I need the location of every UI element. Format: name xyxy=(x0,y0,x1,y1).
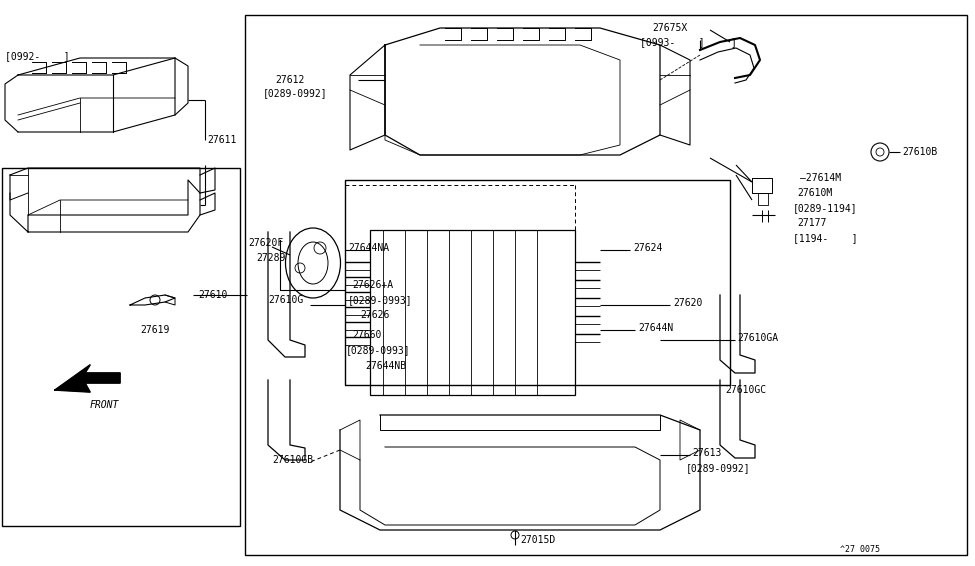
Text: [0289-0992]: [0289-0992] xyxy=(263,88,328,98)
Text: 27644N: 27644N xyxy=(638,323,674,333)
Text: 27644NB: 27644NB xyxy=(365,361,407,371)
Bar xyxy=(245,15,967,555)
Text: 27610GC: 27610GC xyxy=(725,385,766,395)
Text: 27619: 27619 xyxy=(140,325,170,335)
Text: 27624: 27624 xyxy=(633,243,662,253)
Text: 27620: 27620 xyxy=(673,298,702,308)
Text: [0289-0992]: [0289-0992] xyxy=(686,463,751,473)
Text: 27015D: 27015D xyxy=(520,535,555,545)
Text: 27626+A: 27626+A xyxy=(352,280,393,290)
Text: 27611: 27611 xyxy=(207,135,236,145)
Text: [0289-0993]: [0289-0993] xyxy=(346,345,410,355)
Text: 27626: 27626 xyxy=(360,310,389,320)
Text: [0993-    ]: [0993- ] xyxy=(640,37,705,47)
Text: 27610M: 27610M xyxy=(797,188,833,198)
Bar xyxy=(370,230,575,395)
Text: 27610: 27610 xyxy=(198,290,227,300)
Text: FRONT: FRONT xyxy=(90,400,119,410)
Text: [0289-0993]: [0289-0993] xyxy=(348,295,412,305)
Text: 27177: 27177 xyxy=(797,218,827,228)
Text: ]: ] xyxy=(730,37,736,47)
Text: ^27 0075: ^27 0075 xyxy=(840,546,880,555)
Polygon shape xyxy=(55,365,120,392)
Text: 27612: 27612 xyxy=(275,75,304,85)
Text: 27620F: 27620F xyxy=(248,238,284,248)
Bar xyxy=(345,180,730,385)
Text: 27610GA: 27610GA xyxy=(737,333,778,343)
Text: —27614M: —27614M xyxy=(800,173,841,183)
Text: [1194-    ]: [1194- ] xyxy=(793,233,858,243)
Text: 27610B: 27610B xyxy=(902,147,937,157)
Text: 27675X: 27675X xyxy=(652,23,687,33)
Text: 27613: 27613 xyxy=(692,448,722,458)
Text: [0289-1194]: [0289-1194] xyxy=(793,203,858,213)
Text: 27660: 27660 xyxy=(352,330,381,340)
Text: 27610GB: 27610GB xyxy=(272,455,313,465)
Bar xyxy=(2,168,240,526)
Text: 27289: 27289 xyxy=(256,253,286,263)
Text: [0992-    ]: [0992- ] xyxy=(5,51,69,61)
Text: 27610G: 27610G xyxy=(268,295,303,305)
Text: 27644NA: 27644NA xyxy=(348,243,389,253)
